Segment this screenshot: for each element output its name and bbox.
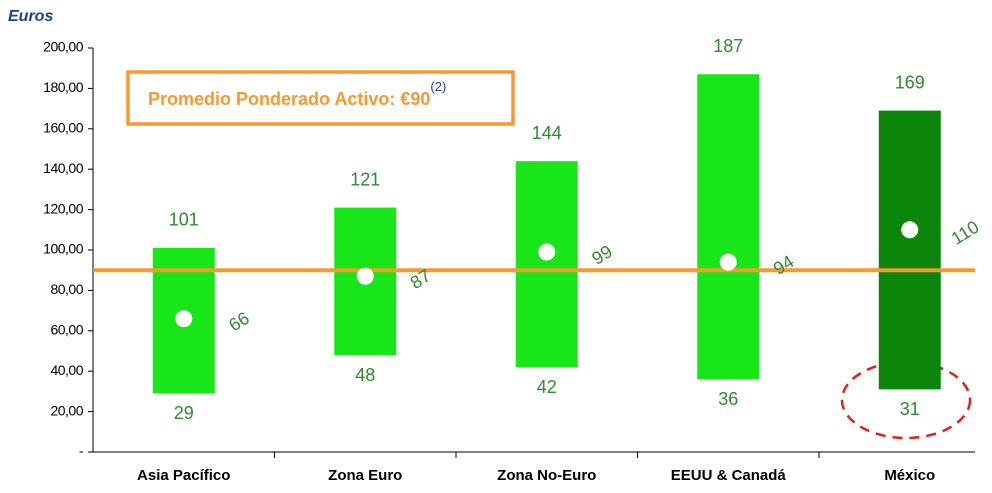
reference-label: Promedio Ponderado Activo: €90(2) (148, 79, 446, 108)
range-bar (515, 161, 578, 368)
range-bar (878, 110, 941, 390)
y-axis-label: Euros (8, 8, 53, 25)
y-tick-label: 120,00 (43, 200, 84, 216)
y-tick-label: 180,00 (43, 79, 84, 95)
reference-label-box: Promedio Ponderado Activo: €90(2) (126, 70, 515, 126)
x-tick-label: México (884, 467, 935, 484)
y-tick-label: 60,00 (50, 322, 83, 338)
x-tick-label: Zona Euro (328, 467, 402, 484)
y-tick-label: 20,00 (50, 402, 83, 418)
range-bar (697, 74, 760, 380)
mean-label: 66 (225, 308, 253, 336)
high-label: 187 (713, 36, 743, 56)
x-tick-label: EEUU & Canadá (671, 467, 787, 484)
y-tick-label: 200,00 (43, 39, 84, 55)
y-tick-label: 140,00 (43, 160, 84, 176)
high-label: 144 (532, 123, 562, 143)
low-label: 29 (174, 403, 194, 423)
mean-label: 94 (770, 251, 798, 279)
reference-note: (2) (430, 79, 446, 94)
high-label: 121 (350, 169, 380, 189)
mean-dot (538, 243, 556, 261)
y-tick-label: - (79, 443, 84, 459)
mean-dot (719, 253, 737, 271)
low-label: 48 (355, 365, 375, 385)
y-tick-label: 100,00 (43, 241, 84, 257)
x-tick-label: Asia Pacífico (137, 467, 230, 484)
mean-dot (175, 310, 193, 328)
high-label: 101 (169, 210, 199, 230)
mean-label: 110 (948, 217, 983, 249)
mean-dot (356, 267, 374, 285)
mean-label: 99 (588, 241, 616, 269)
low-label: 31 (900, 399, 920, 419)
y-tick-label: 160,00 (43, 120, 84, 136)
reference-box (126, 70, 515, 126)
x-tick-label: Zona No-Euro (497, 467, 596, 484)
low-label: 42 (537, 377, 557, 397)
high-label: 169 (895, 72, 925, 92)
reference-label-text: Promedio Ponderado Activo: €90 (148, 89, 430, 109)
mean-dot (901, 221, 919, 239)
y-tick-label: 80,00 (50, 281, 83, 297)
low-label: 36 (718, 389, 738, 409)
y-tick-label: 40,00 (50, 362, 83, 378)
